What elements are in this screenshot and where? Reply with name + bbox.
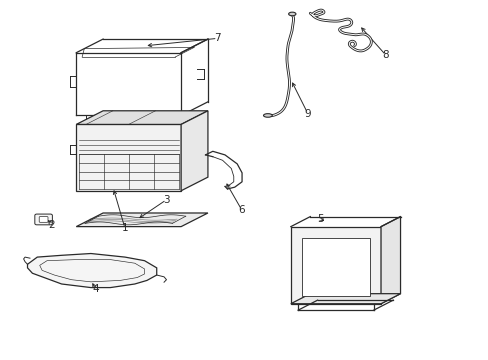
Ellipse shape (263, 114, 272, 117)
Text: 1: 1 (122, 224, 128, 233)
Text: 5: 5 (316, 215, 323, 224)
Text: 3: 3 (163, 195, 169, 205)
Polygon shape (27, 253, 157, 288)
Polygon shape (290, 294, 400, 304)
FancyBboxPatch shape (39, 217, 48, 222)
Polygon shape (76, 125, 181, 191)
FancyBboxPatch shape (35, 214, 52, 225)
Text: 4: 4 (92, 284, 99, 294)
Text: 8: 8 (382, 50, 388, 60)
Polygon shape (76, 111, 207, 125)
Ellipse shape (288, 12, 295, 16)
Polygon shape (301, 238, 369, 296)
Text: 6: 6 (238, 206, 245, 216)
Text: 2: 2 (48, 220, 55, 230)
Polygon shape (290, 226, 380, 304)
Polygon shape (380, 217, 400, 304)
Polygon shape (76, 213, 207, 226)
Text: 9: 9 (304, 109, 310, 119)
Polygon shape (181, 111, 207, 191)
Text: 7: 7 (214, 33, 221, 43)
